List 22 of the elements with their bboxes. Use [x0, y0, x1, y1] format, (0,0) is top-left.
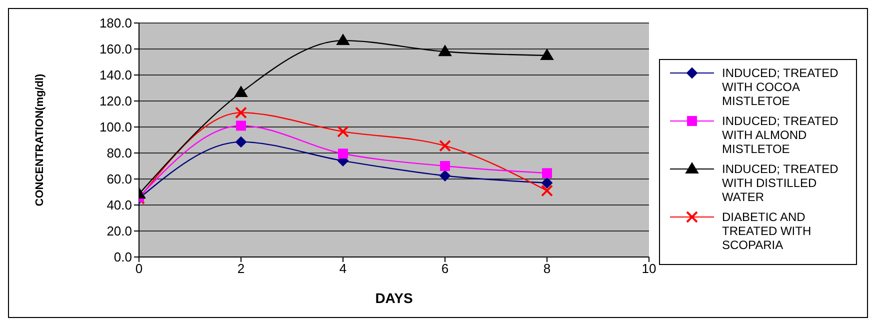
- x-tick-label: 4: [339, 261, 347, 276]
- legend-label: INDUCED; TREATED WITH DISTILLED WATER: [722, 162, 840, 204]
- y-tick-label: 100.0: [99, 120, 132, 135]
- x-tick-label: 2: [237, 261, 245, 276]
- legend-label: DIABETIC AND TREATED WITH SCOPARIA: [722, 210, 812, 252]
- legend-label: INDUCED; TREATED WITH COCOA MISTLETOE: [722, 66, 840, 108]
- y-tick-label: 160.0: [99, 42, 132, 57]
- legend-label: INDUCED; TREATED WITH ALMOND MISTLETOE: [722, 114, 840, 156]
- x-axis-title: DAYS: [375, 290, 413, 306]
- y-tick-label: 20.0: [106, 224, 132, 239]
- y-tick-label: 0.0: [114, 250, 132, 265]
- y-axis-title: CONCENTRATION(mg/dl): [34, 73, 46, 206]
- y-tick-label: 40.0: [106, 198, 132, 213]
- y-tick-label: 80.0: [106, 146, 132, 161]
- y-tick-label: 120.0: [99, 94, 132, 109]
- x-tick-label: 6: [441, 261, 449, 276]
- x-tick-label: 8: [543, 261, 551, 276]
- y-tick-label: 60.0: [106, 172, 132, 187]
- y-tick-label: 140.0: [99, 68, 132, 83]
- x-tick-label: 0: [135, 261, 143, 276]
- x-tick-label: 10: [642, 261, 656, 276]
- y-tick-label: 180.0: [99, 16, 132, 31]
